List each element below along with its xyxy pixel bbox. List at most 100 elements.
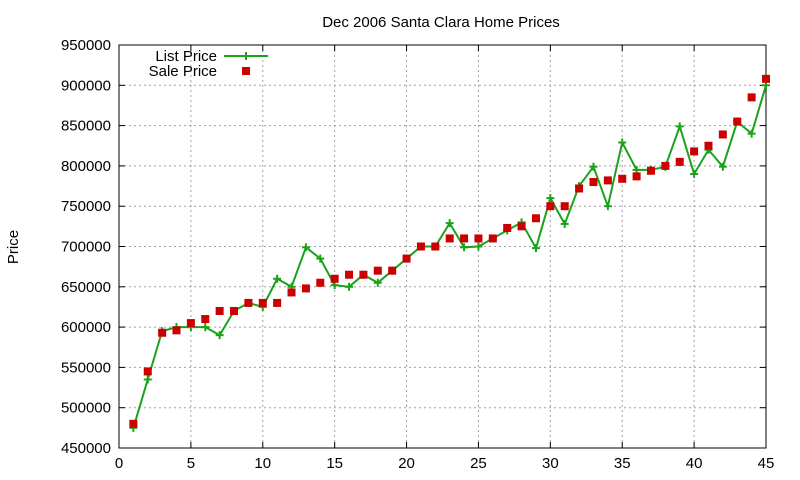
sale-price-point <box>215 306 224 315</box>
y-tick-label: 550000 <box>61 359 111 376</box>
y-axis-label: Price <box>5 230 22 264</box>
series-sale-price <box>129 74 770 428</box>
list-price-point <box>460 243 469 252</box>
sale-price-point <box>258 298 267 307</box>
sale-price-point <box>603 176 612 185</box>
sale-price-point <box>287 288 296 297</box>
sale-price-point <box>618 174 627 183</box>
x-tick-label: 0 <box>115 455 123 472</box>
sale-price-point <box>531 214 540 223</box>
sale-price-point <box>690 147 699 156</box>
x-tick-label: 15 <box>326 455 343 472</box>
sale-price-point <box>704 141 713 150</box>
sale-price-point <box>632 172 641 181</box>
x-tick-label: 25 <box>470 455 487 472</box>
y-tick-label: 750000 <box>61 198 111 215</box>
list-price-point <box>345 282 354 291</box>
sale-price-point <box>560 202 569 211</box>
plot-frame <box>118 44 767 449</box>
list-price-point <box>603 202 612 211</box>
sale-price-point <box>330 274 339 283</box>
sale-price-point <box>416 242 425 251</box>
list-price-point <box>301 243 310 252</box>
sale-price-point <box>460 234 469 243</box>
sale-price-point <box>301 284 310 293</box>
sale-price-point <box>244 298 253 307</box>
sale-price-point <box>517 222 526 231</box>
y-tick-label: 450000 <box>61 440 111 457</box>
sale-price-point <box>503 223 512 232</box>
x-tick-label: 5 <box>187 455 195 472</box>
sale-price-point <box>359 270 368 279</box>
sale-price-point <box>172 326 181 335</box>
x-tick-label: 30 <box>542 455 559 472</box>
x-tick-label: 40 <box>686 455 703 472</box>
sale-price-point <box>733 117 742 126</box>
y-tick-label: 500000 <box>61 400 111 417</box>
list-price-point <box>531 244 540 253</box>
x-tick-label: 35 <box>614 455 631 472</box>
list-price-point <box>445 219 454 228</box>
sale-price-point <box>431 242 440 251</box>
legend-label: List Price <box>155 48 217 65</box>
y-tick-label: 600000 <box>61 319 111 336</box>
sale-price-point <box>316 278 325 287</box>
list-price-point <box>143 375 152 384</box>
sale-price-point <box>762 74 770 83</box>
list-price-point <box>747 129 756 138</box>
sale-price-point <box>445 234 454 243</box>
sale-price-point <box>675 157 684 166</box>
list-price-point <box>618 138 627 147</box>
sale-price-point <box>488 234 497 243</box>
sale-price-point <box>474 234 483 243</box>
chart-title: Dec 2006 Santa Clara Home Prices <box>322 14 560 31</box>
y-tick-label: 800000 <box>61 158 111 175</box>
sale-price-point <box>575 184 584 193</box>
sale-price-point <box>373 266 382 275</box>
axis-ticks <box>118 44 767 449</box>
list-price-point <box>474 242 483 251</box>
list-price-point <box>215 331 224 340</box>
sale-price-point <box>388 266 397 275</box>
sale-price-point <box>158 328 167 337</box>
list-price-point <box>546 194 555 203</box>
sale-price-point <box>186 319 195 328</box>
sale-price-point <box>747 93 756 102</box>
series-area <box>129 74 770 432</box>
sale-price-point <box>402 254 411 263</box>
sale-price-point <box>646 166 655 175</box>
list-price-point <box>373 278 382 287</box>
list-price-point <box>690 169 699 178</box>
sale-price-point <box>345 270 354 279</box>
sale-price-point <box>201 315 210 324</box>
y-tick-label: 850000 <box>61 118 111 135</box>
list-price-point <box>316 254 325 263</box>
sale-price-point <box>230 306 239 315</box>
y-tick-label: 900000 <box>61 77 111 94</box>
list-price-point <box>273 274 282 283</box>
sale-price-point <box>589 178 598 187</box>
legend-label: Sale Price <box>149 63 217 80</box>
sale-price-point <box>661 161 670 170</box>
x-tick-label: 10 <box>254 455 271 472</box>
x-tick-label: 45 <box>758 455 775 472</box>
sale-price-point <box>273 298 282 307</box>
list-price-point <box>718 162 727 171</box>
list-price-point <box>675 122 684 131</box>
list-price-point <box>201 323 210 332</box>
x-tick-label: 20 <box>398 455 415 472</box>
y-tick-label: 650000 <box>61 279 111 296</box>
legend-plus-marker <box>242 52 250 60</box>
y-tick-label: 700000 <box>61 239 111 256</box>
list-price-point <box>560 219 569 228</box>
list-price-point <box>589 162 598 171</box>
sale-price-point <box>546 202 555 211</box>
tick-labels: 0 5 10 15 20 25 30 35 40 45 450000 500000 550000 6000… <box>61 37 774 472</box>
sale-price-point <box>129 419 138 428</box>
sale-price-point <box>718 130 727 139</box>
sale-price-point <box>143 367 152 376</box>
y-tick-label: 950000 <box>61 37 111 54</box>
